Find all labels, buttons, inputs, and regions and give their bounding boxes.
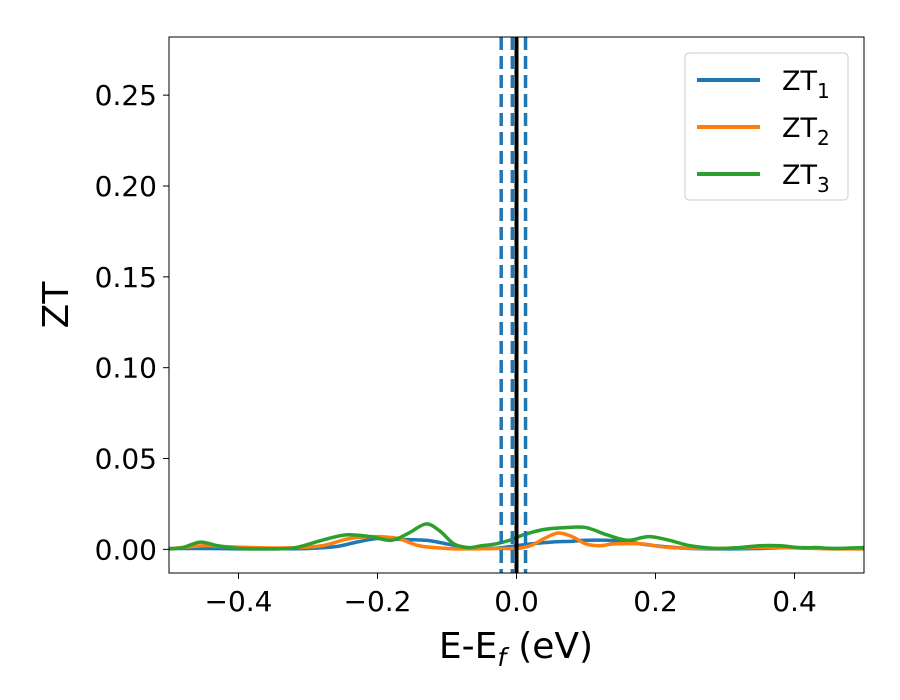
y-tick-label: 0.05: [95, 443, 157, 476]
legend-label-1: ZT1: [782, 66, 830, 103]
legend-label-subscript: 1: [817, 79, 830, 103]
legend-label-3: ZT3: [782, 160, 830, 197]
legend-label-subscript: 2: [817, 126, 830, 150]
x-axis-ticks: −0.4 −0.2 0.0 0.2 0.4: [205, 573, 817, 618]
legend-label-main: ZT: [782, 160, 817, 191]
y-tick-label: 0.10: [95, 352, 157, 385]
x-axis-title: E-Ef (eV): [439, 626, 593, 672]
y-tick-label: 0.00: [95, 533, 157, 566]
vertical-lines-layer: [499, 37, 528, 573]
y-axis-title: ZT: [36, 281, 77, 329]
legend-label-2: ZT2: [782, 113, 830, 150]
y-tick-label: 0.20: [95, 170, 157, 203]
x-axis-title-main: E-E: [439, 626, 497, 667]
y-tick-label: 0.25: [95, 79, 157, 112]
x-tick-label: 0.4: [772, 585, 817, 618]
y-tick-label: 0.15: [95, 261, 157, 294]
x-axis-title-unit: (eV): [518, 626, 593, 667]
x-tick-label: −0.2: [344, 585, 412, 618]
x-axis-title-subscript: f: [497, 643, 509, 672]
legend-label-main: ZT: [782, 113, 817, 144]
legend-box: [684, 52, 849, 201]
y-axis-ticks: 0.00 0.05 0.10 0.15 0.20 0.25: [95, 79, 169, 566]
legend-label-subscript: 3: [817, 173, 830, 197]
x-tick-label: 0.0: [494, 585, 539, 618]
legend-label-main: ZT: [782, 66, 817, 97]
x-tick-label: 0.2: [633, 585, 678, 618]
x-tick-label: −0.4: [205, 585, 273, 618]
